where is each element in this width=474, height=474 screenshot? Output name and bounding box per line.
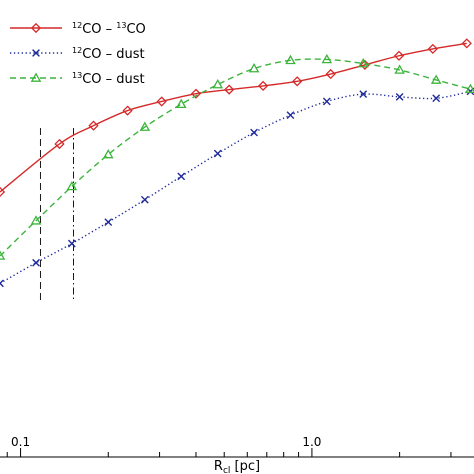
data-point: [212, 79, 224, 89]
data-point: [393, 50, 405, 61]
data-point: [67, 239, 76, 248]
data-point: [122, 105, 133, 116]
data-point: [66, 180, 78, 191]
data-point: [285, 54, 296, 65]
data-point: [190, 88, 202, 99]
data-point: [357, 58, 369, 68]
data-point: [258, 80, 269, 92]
x-tick-labels: 0.1 1.0: [11, 435, 321, 449]
data-point: [461, 38, 472, 49]
series-3: [0, 53, 474, 260]
x-axis-label: Rcl [pc]: [214, 459, 260, 474]
data-point: [432, 94, 441, 103]
legend-marker: [32, 49, 40, 57]
x-axis-title: Rcl [pc]: [214, 459, 260, 474]
data-point: [430, 74, 442, 84]
legend-entry-2: 12CO – dust: [10, 46, 145, 62]
series-line: [0, 58, 471, 257]
data-point: [177, 172, 186, 181]
x-tick-label: 0.1: [11, 435, 30, 449]
data-point: [224, 84, 235, 95]
reference-lines: [39, 128, 74, 300]
data-point: [0, 186, 6, 198]
data-point: [102, 148, 114, 159]
data-point: [248, 63, 260, 73]
data-point: [427, 43, 438, 55]
data-point: [322, 97, 331, 106]
series-line: [0, 90, 471, 284]
legend-label: 12CO – dust: [72, 46, 145, 62]
legend-label: 13CO – dust: [72, 71, 145, 87]
legend-marker: [30, 72, 42, 82]
data-point: [30, 215, 42, 225]
series-line: [0, 42, 467, 193]
data-point: [104, 218, 113, 226]
series-2: [0, 87, 474, 288]
series-1: [0, 38, 472, 198]
legend-marker: [30, 22, 42, 34]
data-point: [213, 149, 222, 158]
legend-entry-3: 13CO – dust: [10, 71, 145, 87]
legend-entry-1: 12CO – 13CO: [10, 21, 146, 37]
axes: [0, 448, 474, 458]
data-point: [394, 64, 405, 74]
data-point: [175, 98, 187, 109]
data-point: [156, 96, 167, 107]
series-group: [0, 38, 474, 288]
data-point: [359, 90, 368, 99]
x-tick-label: 1.0: [302, 435, 321, 449]
data-point: [140, 195, 149, 204]
legend-label: 12CO – 13CO: [72, 21, 146, 37]
data-point: [0, 250, 6, 260]
data-point: [325, 68, 336, 80]
data-point: [395, 92, 404, 101]
data-point: [88, 120, 99, 131]
data-point: [286, 111, 295, 120]
data-point: [465, 83, 474, 93]
data-point: [250, 128, 258, 137]
data-point: [292, 76, 303, 87]
data-point: [0, 279, 4, 288]
data-point: [321, 53, 333, 64]
data-point: [32, 258, 40, 267]
data-point: [54, 138, 65, 150]
data-point: [139, 121, 151, 131]
legend: 12CO – 13CO 12CO – dust 13CO – dust: [10, 21, 146, 87]
